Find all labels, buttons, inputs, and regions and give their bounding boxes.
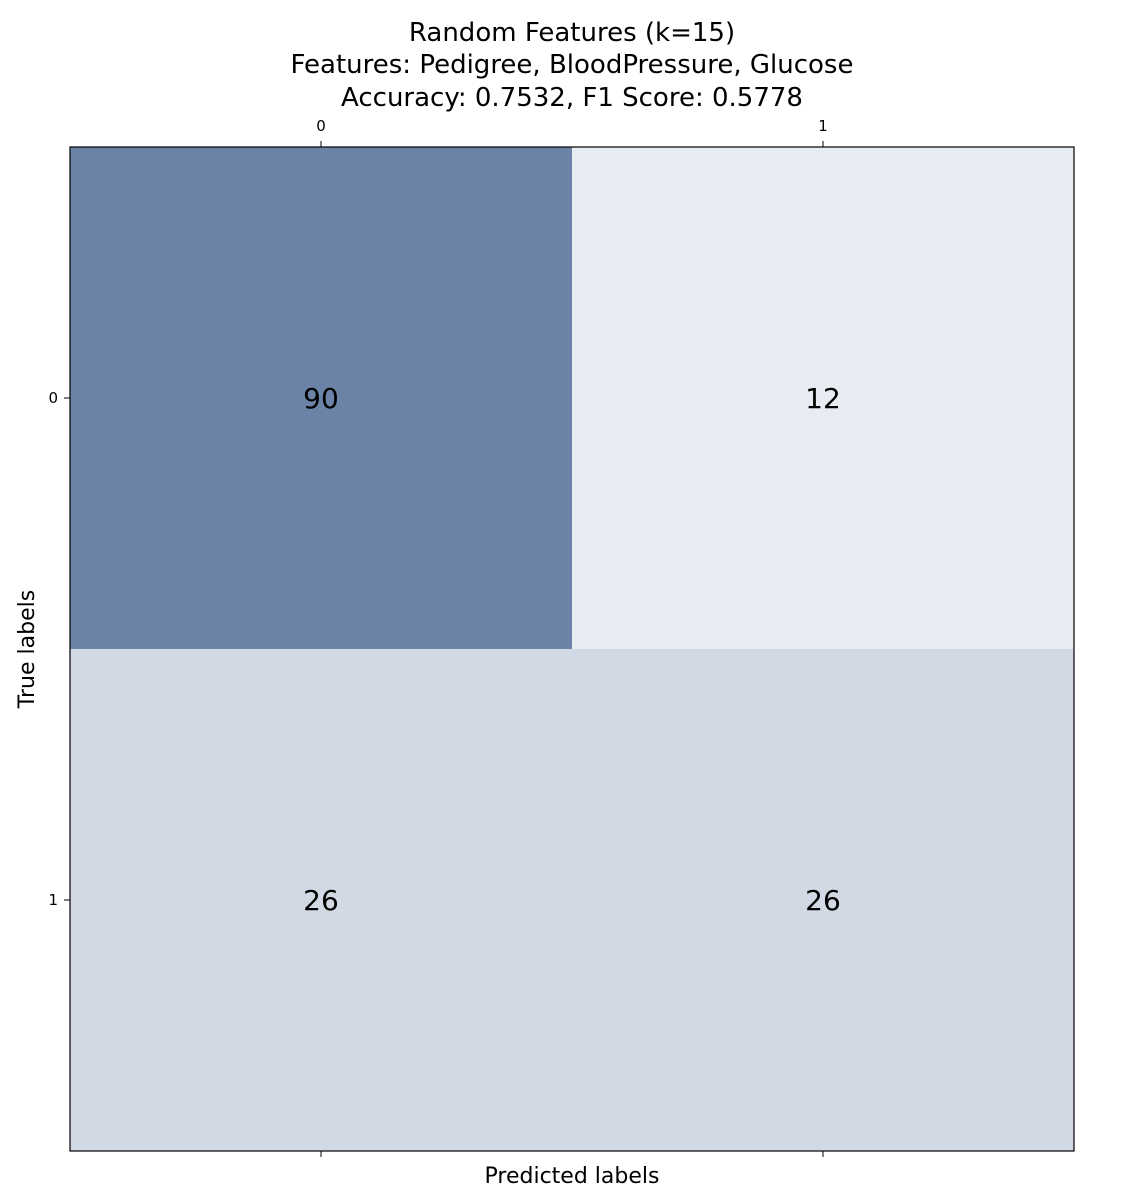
cell-r0-c1	[572, 147, 1074, 649]
cell-value-r1-c0: 26	[303, 884, 339, 917]
x-tick-label-1: 1	[818, 117, 828, 135]
y-tick-label-1: 1	[48, 891, 58, 909]
heatmap-cell-labels: 90 12 26 26	[303, 382, 841, 917]
title-line-2: Features: Pedigree, BloodPressure, Gluco…	[291, 50, 854, 80]
cell-r0-c0	[70, 147, 572, 649]
plot-frame	[69, 146, 1075, 1152]
cell-r1-c0	[70, 649, 572, 1151]
heatmap-cells	[70, 147, 1074, 1151]
cell-r1-c1	[572, 649, 1074, 1151]
y-tick-label-0: 0	[48, 389, 58, 407]
x-tick-label-0: 0	[316, 117, 326, 135]
x-axis-label: Predicted labels	[485, 1164, 660, 1189]
axis-ticks: 0 1 0 1	[48, 117, 828, 1157]
cell-value-r1-c1: 26	[805, 884, 841, 917]
y-axis-label: True labels	[15, 590, 40, 709]
title-line-1: Random Features (k=15)	[409, 18, 735, 48]
title-line-3: Accuracy: 0.7532, F1 Score: 0.5778	[341, 83, 803, 113]
cell-value-r0-c1: 12	[805, 382, 841, 415]
chart-title: Random Features (k=15) Features: Pedigre…	[291, 18, 854, 113]
cell-value-r0-c0: 90	[303, 382, 339, 415]
